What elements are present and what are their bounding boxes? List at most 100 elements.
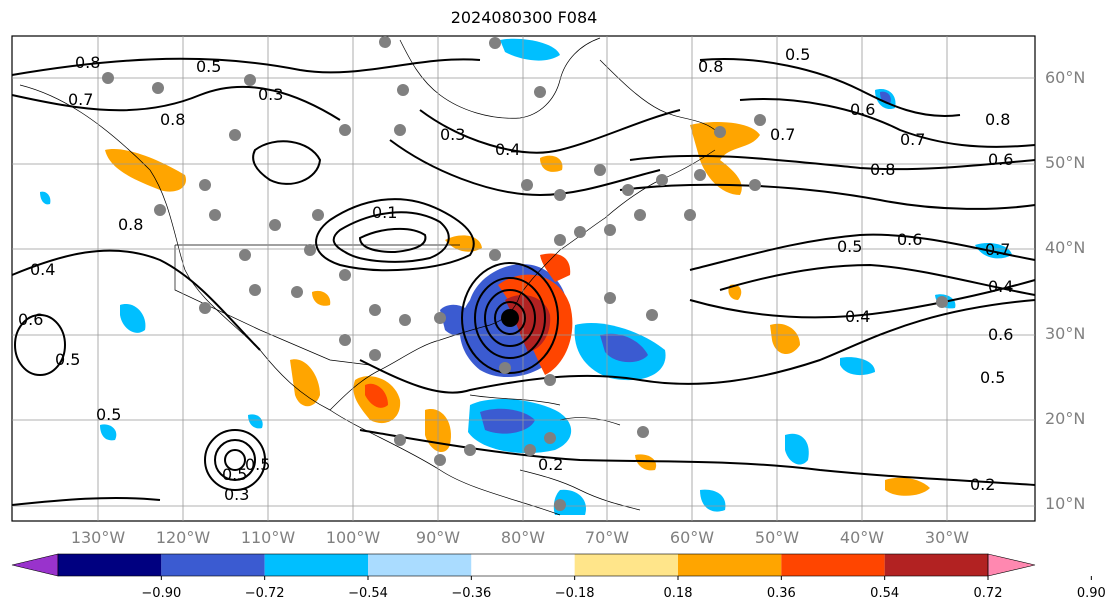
lat-label-20n: 20°N [1045,409,1086,428]
colorbar-frame [57,553,989,577]
colorbar-segment [574,554,678,576]
contour-label: 0.5 [837,237,862,256]
contours [11,57,1036,506]
station-dots [102,36,948,511]
colorbar-tick-label: −0.18 [554,586,595,601]
lon-label-70w: 70°W [584,528,630,547]
positive-labrador [690,122,760,195]
contour-label: 0.8 [985,110,1010,129]
colorbar-segment [264,554,368,576]
gridlines [12,36,1035,521]
contour-label: 0.7 [985,240,1010,259]
contour-labels: 0.8 0.7 0.3 0.8 0.3 0.4 0.8 0.5 0.7 0.6 … [18,45,1013,504]
storm-center-marker [501,309,519,327]
contour-label: 0.5 [96,405,121,424]
contour-label: 0.8 [75,53,100,72]
contour-label: 0.7 [770,125,795,144]
colorbar-segment [368,554,472,576]
contour-label: 0.7 [68,90,93,109]
contour-label: 0.4 [495,140,520,159]
contour-label: 0.8 [698,57,723,76]
lat-label-10n: 10°N [1045,494,1086,513]
colorbar-extend-high [987,553,1036,577]
contour-label: 0.4 [30,260,55,279]
contour-label: 0.6 [988,150,1013,169]
lon-label-100w: 100°W [325,528,381,547]
lon-label-50w: 50°W [754,528,800,547]
positive-atlantic-east [770,323,800,355]
negative-east-1 [785,433,809,465]
positive-small-1 [728,284,742,300]
colorbar-tick-label: −0.72 [244,586,285,601]
contour-label: 0.6 [18,310,43,329]
negative-caribbean-core [480,408,535,434]
negative-east-2 [840,357,875,376]
positive-band [540,253,571,282]
colorbar-segment [781,554,885,576]
contour-label: 0.5 [222,465,247,484]
colorbar-tick-label: 0.54 [870,586,900,601]
lat-label-60n: 60°N [1045,68,1086,87]
colorbar-extend-low [11,553,59,577]
positive-small-3 [635,454,657,471]
negative-small-3 [40,191,51,205]
contour-label: 0.3 [258,85,283,104]
contour-label: 0.6 [897,230,922,249]
colorbar-segment [471,554,575,576]
lon-label-40w: 40°W [839,528,885,547]
positive-mexico [290,359,320,407]
contour-label: 0.4 [988,277,1013,296]
contour-label: 0.3 [224,485,249,504]
contour-label: 0.8 [870,160,895,179]
positive-max [505,295,551,352]
contour-label: 0.6 [850,100,875,119]
lon-label-60w: 60°W [669,528,715,547]
negative-pacific-1 [120,304,146,333]
map-title: 2024080300 F084 [450,8,598,27]
colorbar [11,553,1092,580]
contour-label: 0.7 [900,130,925,149]
negative-atlantic-core [600,333,648,363]
lon-label-130w: 130°W [70,528,126,547]
contour-label: 0.5 [196,57,221,76]
contour-label: 0.8 [160,110,185,129]
negative-hudson [500,38,560,61]
contour-label: 0.5 [980,368,1005,387]
lat-label-30n: 30°N [1045,324,1086,343]
positive-pacific-nw [105,149,186,192]
contour-label: 0.6 [988,325,1013,344]
colorbar-tick-label: 0.18 [663,586,693,601]
colorbar-tick-label: 0.72 [973,586,1003,601]
contour-label: 0.8 [118,215,143,234]
colorbar-segment [161,554,265,576]
lon-label-80w: 80°W [500,528,546,547]
contour-label: 0.4 [845,307,870,326]
negative-small-2 [100,424,117,441]
negative-gulf [440,304,475,336]
positive-yucatan-core [365,383,388,408]
positive-east-south [885,477,930,496]
contour-label: 0.5 [55,350,80,369]
colorbar-segment [58,554,162,576]
negative-small-1 [248,414,263,429]
colorbar-tick-label: −0.90 [141,586,182,601]
contour-label: 0.3 [440,125,465,144]
positive-small-2 [312,290,331,306]
contour-label: 0.5 [785,45,810,64]
colorbar-tick-label: 0.90 [1076,586,1105,601]
lon-label-110w: 110°W [240,528,296,547]
contour-label: 0.1 [372,203,397,222]
contour-label: 0.2 [538,455,563,474]
colorbar-segment [678,554,782,576]
contour-label: 0.2 [970,475,995,494]
colorbar-tick-label: −0.54 [348,586,388,601]
lat-label-50n: 50°N [1045,153,1086,172]
contour-label: 0.5 [245,455,270,474]
lat-label-40n: 40°N [1045,238,1086,257]
colorbar-segment [884,554,988,576]
lon-label-30w: 30°W [924,528,970,547]
lon-label-90w: 90°W [415,528,461,547]
lon-label-120w: 120°W [155,528,211,547]
colorbar-tick-label: −0.36 [451,586,492,601]
